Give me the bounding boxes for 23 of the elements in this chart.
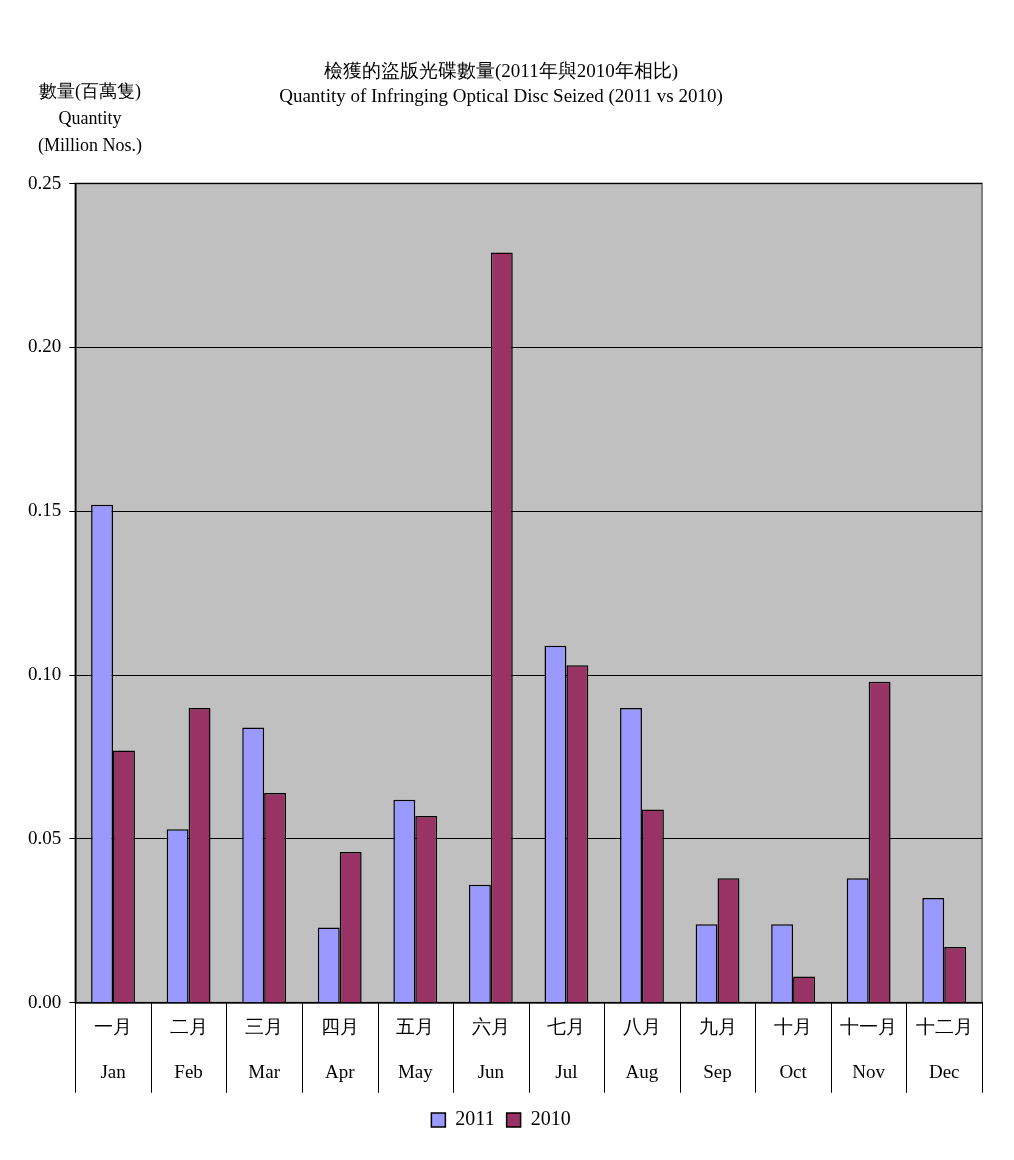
category-label: 十月 Oct [774,1015,813,1083]
y-tick-label: 0.05 [28,826,62,848]
category-label: 一月 Jan [94,1015,133,1083]
category-label: 三月 Mar [245,1015,284,1083]
category-label: 五月 May [396,1015,435,1083]
y-tick-label: 0.15 [28,499,62,521]
category-label: 十一月 Nov [840,1015,898,1083]
y-tick-label: 0.25 [28,171,62,193]
category-label: 七月 Jul [547,1015,586,1083]
legend-label: 2011 [455,1107,495,1130]
y-tick-label: 0.20 [28,335,62,357]
category-label: 六月 Jun [471,1015,510,1083]
category-label: 九月 Sep [698,1015,737,1083]
category-label: 二月 Feb [169,1015,208,1083]
y-tick-label: 0.00 [28,990,62,1012]
chart-title: 檢獲的盜版光碟數量(2011年與2010年相比) [324,60,678,83]
y-axis-title: 數量(百萬隻) Quantity (Million Nos.) [37,80,143,156]
chart-subtitle: Quantity of Infringing Optical Disc Seized (2011 vs 2010) [279,85,723,108]
category-label: 十二月 Dec [915,1015,973,1083]
y-tick-label: 0.10 [28,663,62,685]
legend-label: 2010 [530,1107,571,1130]
category-label: 四月 Apr [320,1015,359,1083]
category-label: 八月 Aug [622,1015,661,1083]
